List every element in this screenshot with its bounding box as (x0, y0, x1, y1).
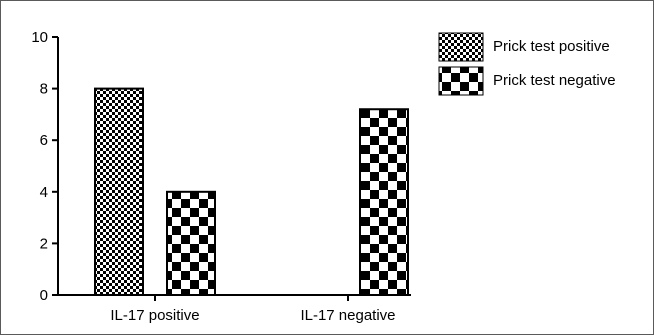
x-tick-label: IL-17 negative (300, 307, 395, 324)
y-tick-label: 8 (40, 81, 48, 98)
legend-swatch (438, 66, 484, 96)
bar-prick-positive (94, 87, 144, 296)
legend: Prick test positive Prick test negative (438, 32, 616, 96)
legend-swatch (438, 32, 484, 62)
x-axis-labels: IL-17 positive IL-17 negative (110, 307, 395, 324)
bar-prick-negative (166, 190, 216, 296)
x-tick-label: IL-17 positive (110, 307, 199, 324)
bar-prick-negative (359, 108, 409, 296)
y-tick-label: 10 (31, 29, 48, 46)
legend-label: Prick test negative (493, 72, 616, 89)
y-tick-label: 4 (40, 184, 48, 201)
bars (94, 87, 409, 296)
y-tick-label: 6 (40, 132, 48, 149)
axes: 0 2 4 6 8 10 (31, 29, 411, 304)
y-tick-label: 2 (40, 235, 48, 252)
y-tick-label: 0 (40, 287, 48, 304)
legend-label: Prick test positive (493, 38, 610, 55)
